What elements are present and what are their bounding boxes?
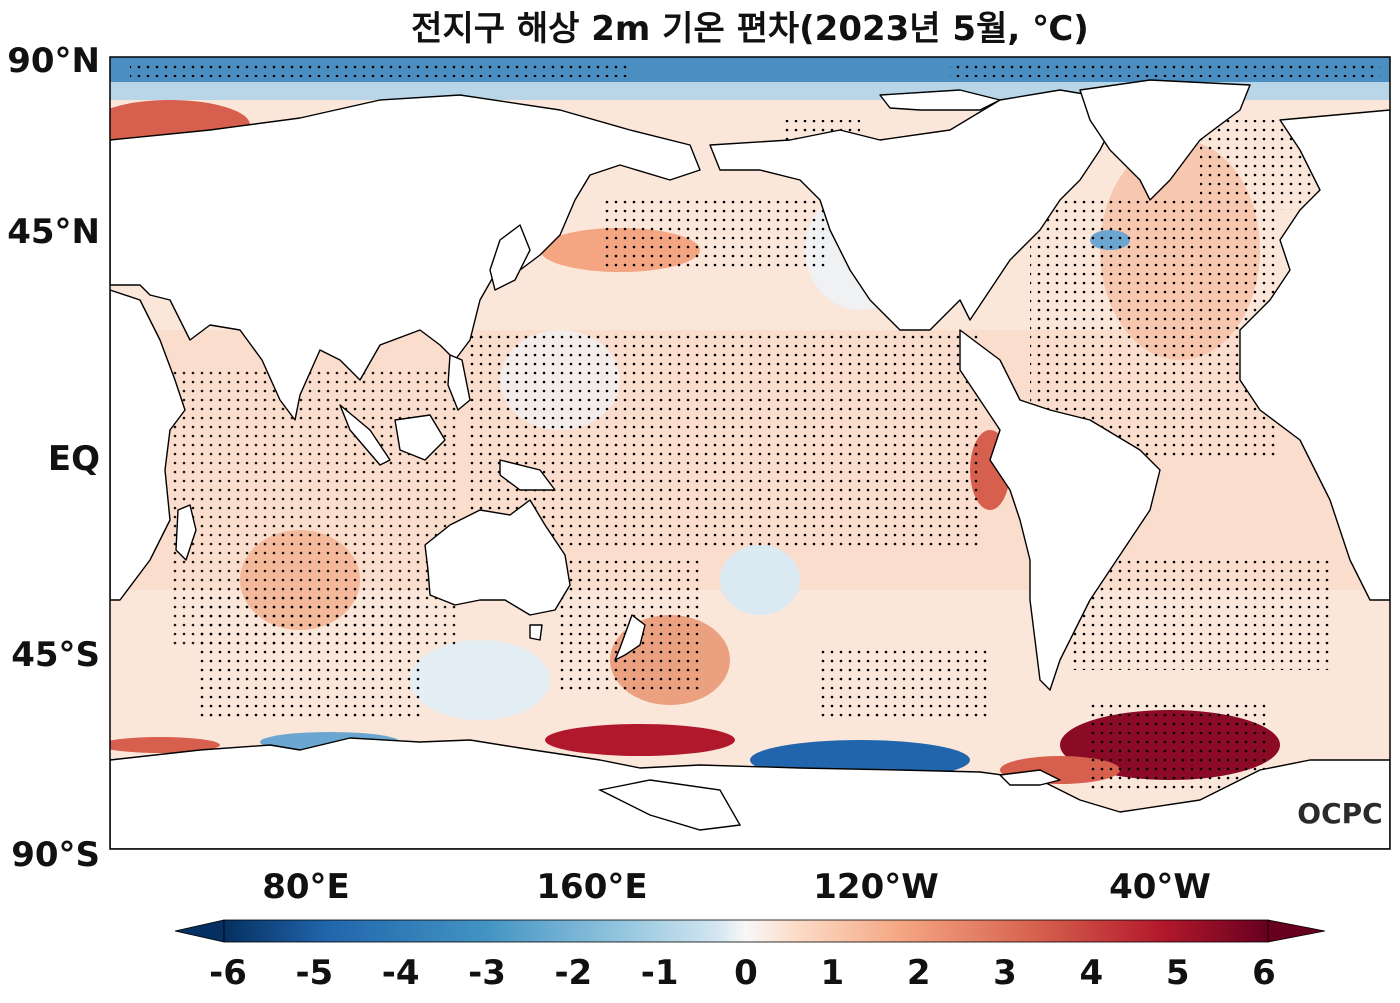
y-tick-label: 45°N (7, 212, 100, 252)
madagascar-landmass (175, 504, 197, 561)
australia-landmass (424, 499, 571, 616)
map-panel: OCPC (110, 57, 1390, 849)
colorbar-tick-label: 4 (1079, 953, 1103, 993)
colorbar-tick-label: 5 (1166, 953, 1190, 993)
colorbar-tick-label: 3 (993, 953, 1017, 993)
new-guinea-landmass (499, 459, 556, 491)
colorbar-tick-label: -2 (554, 953, 592, 993)
y-tick-label: 90°N (7, 41, 100, 81)
arctic-islands-landmass (879, 89, 1001, 111)
colorbar-tick-label: 6 (1252, 953, 1276, 993)
colorbar-tick-label: -5 (295, 953, 333, 993)
colorbar-min-extension (174, 919, 225, 943)
y-axis: 90°N 45°N EQ 45°S 90°S (7, 41, 100, 875)
indonesia-landmass (394, 414, 446, 461)
antarctic-ice-shelf (597, 779, 742, 831)
colorbar-tick-label: 1 (820, 953, 844, 993)
new-zealand-landmass (614, 614, 646, 661)
philippines-landmass (447, 354, 471, 411)
x-tick-label: 80°E (262, 867, 350, 907)
x-tick-label: 120°W (813, 867, 938, 907)
ocpc-logo: OCPC (1297, 797, 1382, 830)
north-america-landmass (709, 89, 1121, 331)
map-title: 전지구 해상 2m 기온 편차(2023년 5월, ℃) (411, 9, 1089, 49)
japan-landmass (489, 224, 531, 291)
eurasia-landmass (110, 94, 701, 421)
colorbar-tick-label: -3 (468, 953, 506, 993)
colorbar-max-extension (1267, 919, 1326, 943)
sumatra-landmass (339, 404, 391, 466)
antarctica-landmass (110, 737, 1390, 849)
greenland-landmass (1079, 79, 1251, 201)
land (110, 79, 1390, 849)
colorbar-tick-label: -1 (641, 953, 679, 993)
colorbar-tick-label: 2 (907, 953, 931, 993)
x-axis: 80°E 160°E 120°W 40°W (262, 867, 1211, 907)
map-frame (109, 56, 1391, 850)
colorbar-tick-label: -4 (382, 953, 420, 993)
antarctic-peninsula-landmass (999, 769, 1061, 786)
europe-africa-west-landmass (1239, 109, 1390, 601)
tasmania-landmass (529, 624, 543, 641)
south-america-landmass (959, 329, 1161, 691)
colorbar-tick-label: 0 (734, 953, 758, 993)
x-tick-label: 160°E (536, 867, 647, 907)
africa-east-landmass (110, 289, 186, 601)
y-tick-label: 90°S (11, 835, 100, 875)
colorbar-tick-label: -6 (209, 953, 247, 993)
colorbar: -6 -5 -4 -3 -2 -1 0 1 2 3 4 5 6 (174, 919, 1326, 993)
x-tick-label: 40°W (1109, 867, 1211, 907)
y-tick-label: 45°S (11, 635, 100, 675)
y-tick-label: EQ (48, 439, 100, 479)
colorbar-gradient (223, 919, 1269, 943)
significance-stippling (130, 65, 1380, 790)
